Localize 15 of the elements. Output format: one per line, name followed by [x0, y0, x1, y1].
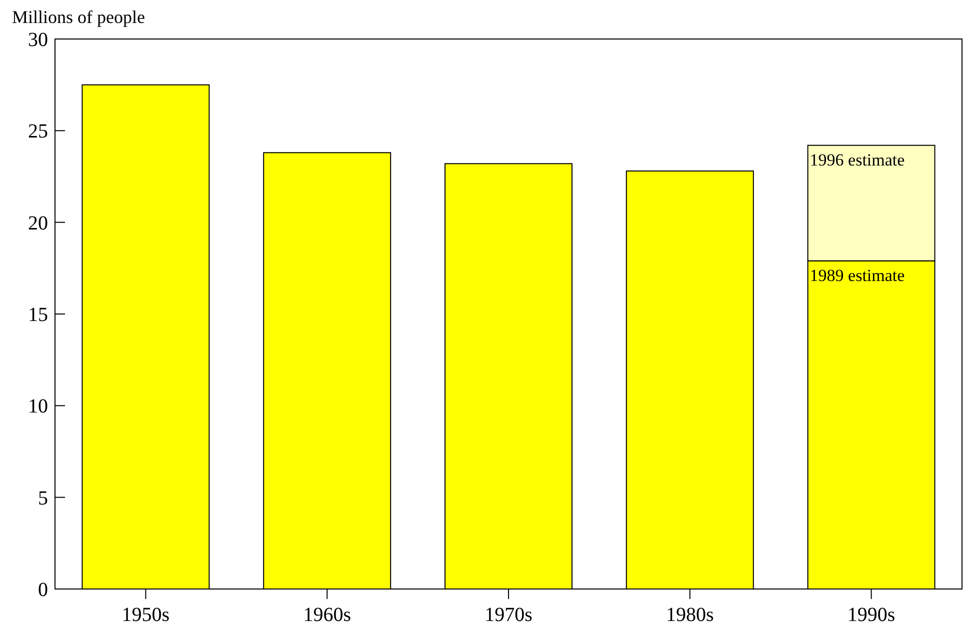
x-tick-label: 1980s: [666, 604, 714, 626]
y-axis-title: Millions of people: [12, 7, 145, 27]
annotation: 1989 estimate: [810, 266, 905, 285]
x-tick-label: 1950s: [122, 604, 170, 626]
y-tick-label: 20: [28, 212, 48, 234]
y-tick-label: 30: [28, 29, 48, 51]
annotation: 1996 estimate: [810, 150, 905, 170]
y-tick-label: 5: [38, 487, 48, 510]
y-tick-label: 10: [28, 396, 48, 418]
x-tick-label: 1970s: [484, 604, 533, 626]
y-tick-label: 0: [38, 579, 48, 601]
y-tick-label: 25: [28, 120, 48, 143]
y-tick-label: 15: [28, 304, 48, 326]
x-tick-label: 1960s: [303, 604, 352, 626]
x-tick-label: 1990s: [847, 604, 896, 626]
